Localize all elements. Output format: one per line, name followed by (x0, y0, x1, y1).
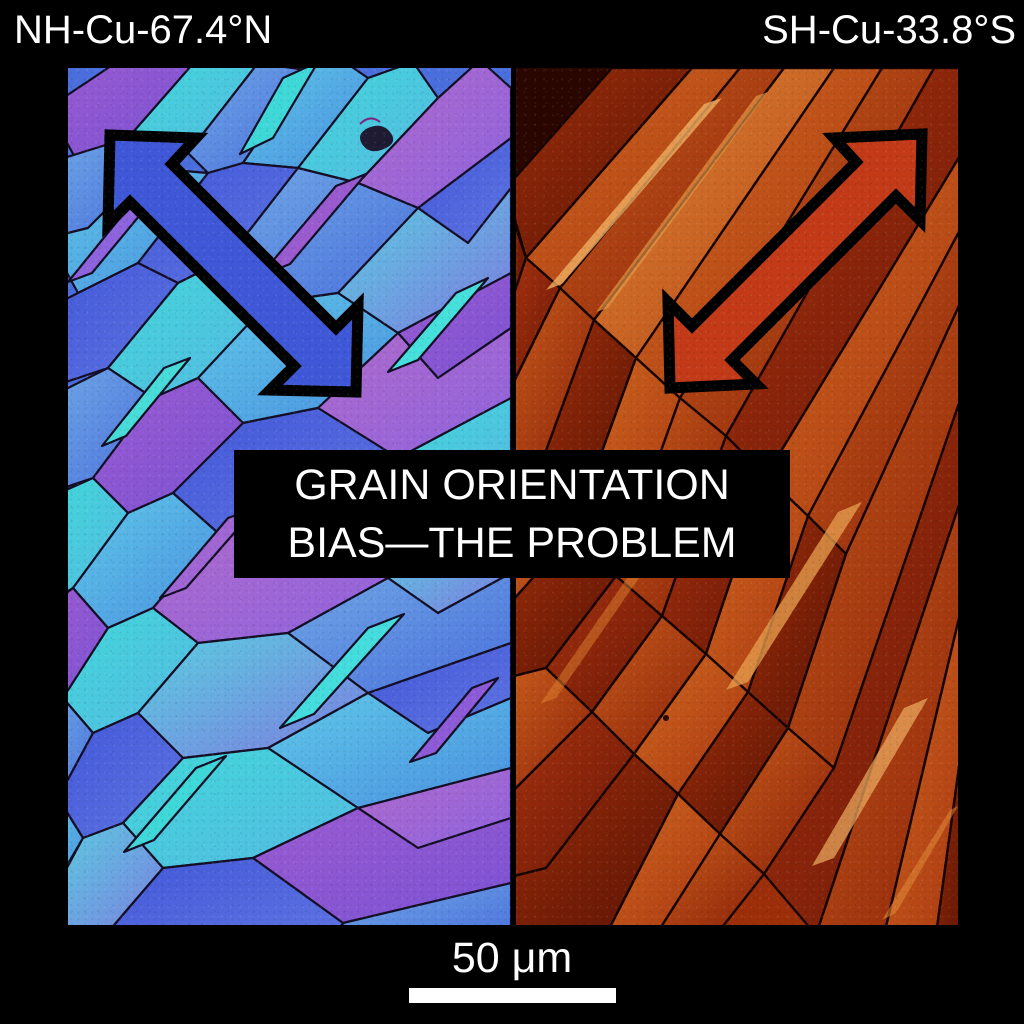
caption-line-1: GRAIN ORIENTATION (294, 461, 730, 509)
scalebar: 50 μm (0, 930, 1024, 1003)
scalebar-bar (408, 988, 616, 1003)
direction-arrow-right (662, 128, 928, 394)
caption-banner: GRAIN ORIENTATION BIAS—THE PROBLEM (234, 450, 790, 578)
panel-label-right: SH-Cu-33.8°S (762, 8, 1016, 52)
direction-arrow-left (102, 129, 364, 398)
scalebar-label: 50 μm (451, 934, 573, 982)
panel-label-left: NH-Cu-67.4°N (14, 8, 273, 52)
caption-line-2: BIAS—THE PROBLEM (287, 519, 737, 567)
